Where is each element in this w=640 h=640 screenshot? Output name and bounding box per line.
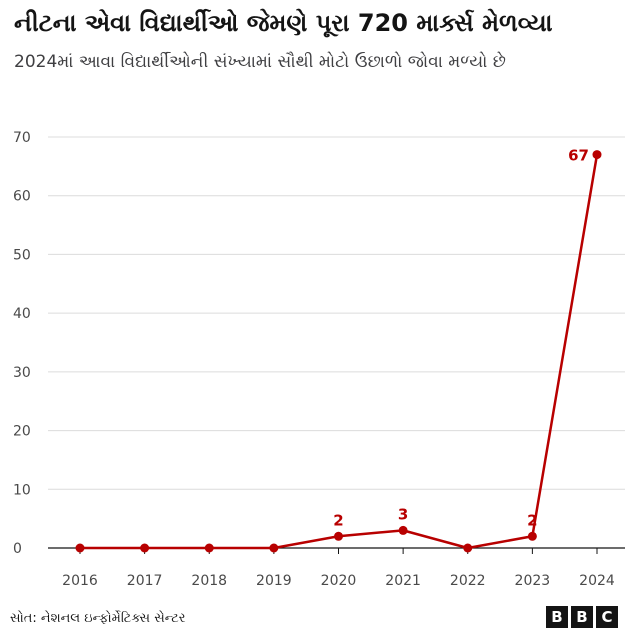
x-tick-label: 2018 [191,573,227,589]
bbc-logo-letter: B [546,606,568,628]
data-point [269,543,279,553]
data-label: 67 [568,147,589,165]
chart-title: નીટના એવા વિદ્યાર્થીઓ જેમણે પૂરા 720 માર… [14,9,553,37]
data-point [527,531,537,541]
x-tick-label: 2017 [127,573,163,589]
y-tick-label: 0 [13,541,22,557]
data-point [592,150,602,160]
bbc-logo-letter: C [596,606,618,628]
x-tick-label: 2022 [450,573,486,589]
y-tick-label: 60 [13,189,31,205]
y-tick-label: 10 [13,482,31,498]
source-note: સોત: નેશનલ ઇન્ફોર્મેટિક્સ સેન્ટર [10,611,186,626]
y-tick-label: 70 [13,130,31,146]
x-tick-label: 2023 [515,573,551,589]
bbc-logo: B B C [546,606,618,628]
data-point [334,531,343,541]
y-tick-label: 50 [13,247,31,263]
x-tick-label: 2024 [579,573,615,589]
y-tick-label: 20 [13,424,31,440]
y-tick-label: 40 [13,306,31,322]
x-tick-label: 2020 [321,573,357,589]
chart-subtitle: 2024માં આવા વિદ્યાર્થીઓની સંખ્યામાં સૌથી… [14,52,506,72]
x-tick-label: 2021 [385,573,421,589]
x-tick-label: 2019 [256,573,292,589]
data-point [140,543,150,553]
data-point [75,543,85,553]
data-label: 3 [398,505,408,523]
data-point [204,543,214,553]
line-chart: 0 10 20 30 40 50 60 70 2016 2017 2018 2019 2020 2021 2… [13,130,625,589]
data-point [398,525,408,535]
bbc-logo-letter: B [571,606,593,628]
data-point [463,543,473,553]
data-label: 2 [527,511,537,529]
data-label: 2 [333,511,343,529]
x-tick-label: 2016 [62,573,98,589]
y-tick-label: 30 [13,365,31,381]
